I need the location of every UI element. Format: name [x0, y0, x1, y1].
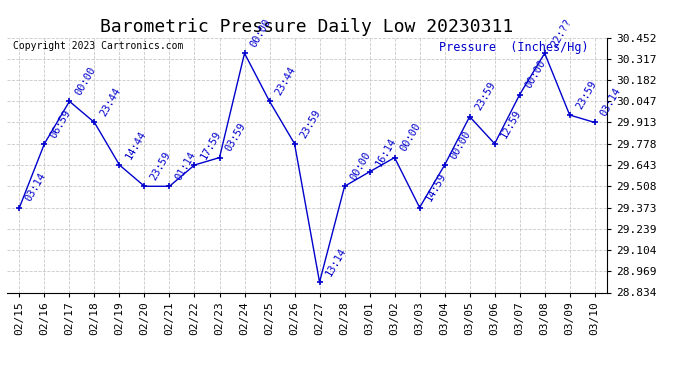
Text: 16:14: 16:14: [374, 135, 398, 168]
Text: 23:59: 23:59: [299, 108, 323, 140]
Text: 03:14: 03:14: [23, 171, 48, 203]
Text: 00:00: 00:00: [399, 122, 423, 153]
Text: 12:59: 12:59: [499, 108, 523, 140]
Text: 00:00: 00:00: [524, 58, 548, 90]
Text: 03:14: 03:14: [599, 86, 623, 118]
Text: Copyright 2023 Cartronics.com: Copyright 2023 Cartronics.com: [13, 41, 184, 51]
Text: 23:59: 23:59: [474, 80, 498, 112]
Text: 00:00: 00:00: [74, 65, 98, 97]
Text: 14:44: 14:44: [124, 129, 148, 161]
Text: 14:59: 14:59: [424, 171, 448, 203]
Text: 03:59: 03:59: [224, 122, 248, 153]
Text: 23:44: 23:44: [99, 86, 123, 118]
Text: 00:00: 00:00: [448, 129, 473, 161]
Text: 13:14: 13:14: [324, 246, 348, 278]
Text: 23:59: 23:59: [148, 150, 173, 182]
Title: Barometric Pressure Daily Low 20230311: Barometric Pressure Daily Low 20230311: [101, 18, 513, 36]
Text: 00:00: 00:00: [348, 150, 373, 182]
Text: 01:14: 01:14: [174, 150, 198, 182]
Text: Pressure  (Inches/Hg): Pressure (Inches/Hg): [439, 41, 589, 54]
Text: 00:00: 00:00: [248, 17, 273, 49]
Text: 06:59: 06:59: [48, 108, 73, 140]
Text: 22:??: 22:??: [549, 17, 573, 49]
Text: 23:44: 23:44: [274, 65, 298, 97]
Text: 17:59: 17:59: [199, 129, 223, 161]
Text: 23:59: 23:59: [574, 79, 598, 111]
